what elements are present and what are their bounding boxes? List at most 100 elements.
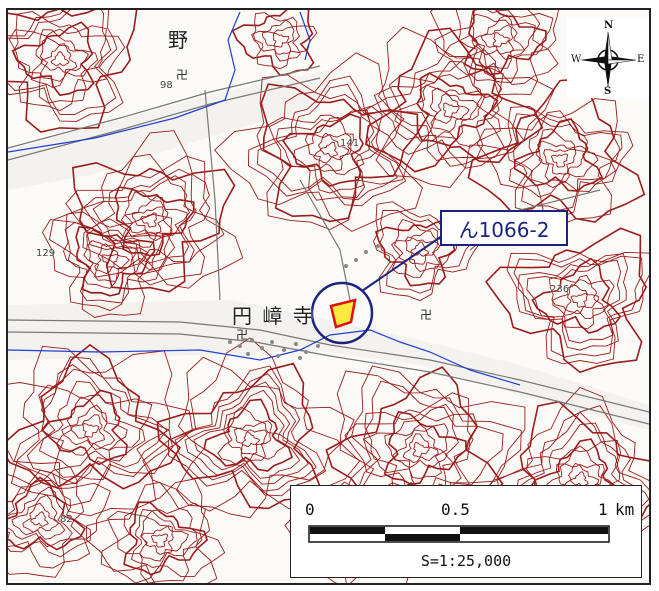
contour-line [8, 343, 182, 490]
scale-ratio: S=1:25,000 [420, 552, 512, 570]
contour-line [313, 132, 350, 164]
contour-line [251, 16, 301, 62]
compass-rose: N S E W [567, 18, 649, 98]
contour-line [241, 431, 261, 448]
contour-line [252, 12, 318, 70]
place-label-no: 野 [168, 28, 190, 52]
contour-line [506, 251, 649, 365]
contour-line [379, 209, 475, 294]
contour-line [26, 364, 168, 485]
contour-line [512, 113, 623, 211]
temple-symbol: 卍 [236, 328, 249, 342]
marker-circle [310, 281, 374, 345]
contour-line [13, 356, 173, 487]
contour-line [56, 396, 128, 456]
contour-line [150, 533, 169, 548]
contour-line [565, 284, 599, 315]
contour-line [373, 201, 486, 302]
valley-floor-south [8, 300, 649, 430]
contour-line [373, 49, 505, 167]
contour-line [480, 24, 514, 55]
contour-line [11, 494, 66, 540]
contour-line [550, 153, 569, 168]
contour-line [83, 229, 149, 289]
contour-line [94, 243, 130, 275]
contour-line [384, 423, 449, 479]
contour-line [355, 380, 504, 513]
compass-icon [580, 31, 637, 88]
contour-line [75, 226, 156, 297]
contour-line [8, 25, 107, 104]
contour-line [543, 148, 577, 175]
contour-line [38, 380, 146, 468]
contour-line [405, 236, 439, 265]
contour-line [402, 433, 439, 463]
contour-line [214, 52, 423, 232]
contour-line [548, 276, 615, 330]
contour-line [248, 75, 407, 207]
contour-line [82, 153, 225, 270]
contour-line [492, 31, 510, 48]
temple-symbol: 卍 [420, 308, 433, 322]
scale-tick-1: 1 [598, 500, 608, 519]
contour-line [267, 105, 383, 201]
contour-line [203, 398, 294, 472]
contour-line [391, 218, 458, 278]
contour-line [8, 465, 91, 569]
scale-bar: 0 0.5 1 km S=1:25,000 [290, 485, 642, 578]
contour-line [85, 478, 218, 583]
elevation-label: 141 [340, 138, 360, 149]
valley-floor [8, 70, 330, 190]
contour-line [292, 117, 365, 176]
contour-line [100, 481, 226, 583]
contour-line [121, 188, 188, 248]
contour-line [217, 406, 289, 467]
contour-line [365, 27, 544, 173]
contour-line [526, 259, 622, 344]
contour-line [433, 93, 470, 124]
contour-line [383, 410, 467, 486]
contour-line [107, 502, 206, 583]
contour-line [83, 168, 197, 271]
contour-line [234, 427, 268, 455]
contour-line [8, 486, 73, 548]
contour-line [64, 221, 164, 304]
contour-line [471, 14, 526, 60]
rivers [8, 11, 521, 386]
contour-line [30, 511, 49, 527]
contour-line [390, 227, 441, 273]
contour-line [410, 241, 429, 257]
parcel-callout-label: ん1066-2 [440, 210, 568, 246]
contour-line [13, 11, 126, 112]
contour-line [8, 474, 111, 578]
contour-line [8, 350, 173, 517]
contour-line [8, 10, 138, 133]
temple-symbol: 卍 [176, 68, 189, 82]
contour-line [304, 133, 354, 172]
contour-line [8, 10, 117, 116]
contour-line [256, 74, 432, 230]
contour-line [282, 113, 365, 187]
contour-line [429, 87, 479, 133]
contour-line [140, 212, 158, 228]
contour-line [256, 83, 398, 201]
contour-line [184, 381, 309, 485]
elevation-label: 82 [60, 514, 73, 525]
contour-line [22, 502, 60, 533]
contour-line [41, 213, 173, 318]
scale-bar-graphic [308, 525, 610, 543]
contour-line [175, 356, 355, 519]
callout-leader [361, 235, 443, 292]
contour-line [8, 10, 124, 122]
contour-line [130, 509, 198, 568]
contour-line [39, 37, 90, 82]
contour-line [364, 34, 525, 169]
contour-line [412, 441, 430, 458]
scale-unit: km [615, 500, 635, 519]
contour-line [101, 254, 119, 268]
contour-line [513, 255, 643, 358]
parcel-highlight[interactable] [329, 298, 357, 329]
contour-line [434, 10, 559, 85]
elevation-label: 129 [36, 248, 56, 259]
contour-line [8, 476, 86, 551]
